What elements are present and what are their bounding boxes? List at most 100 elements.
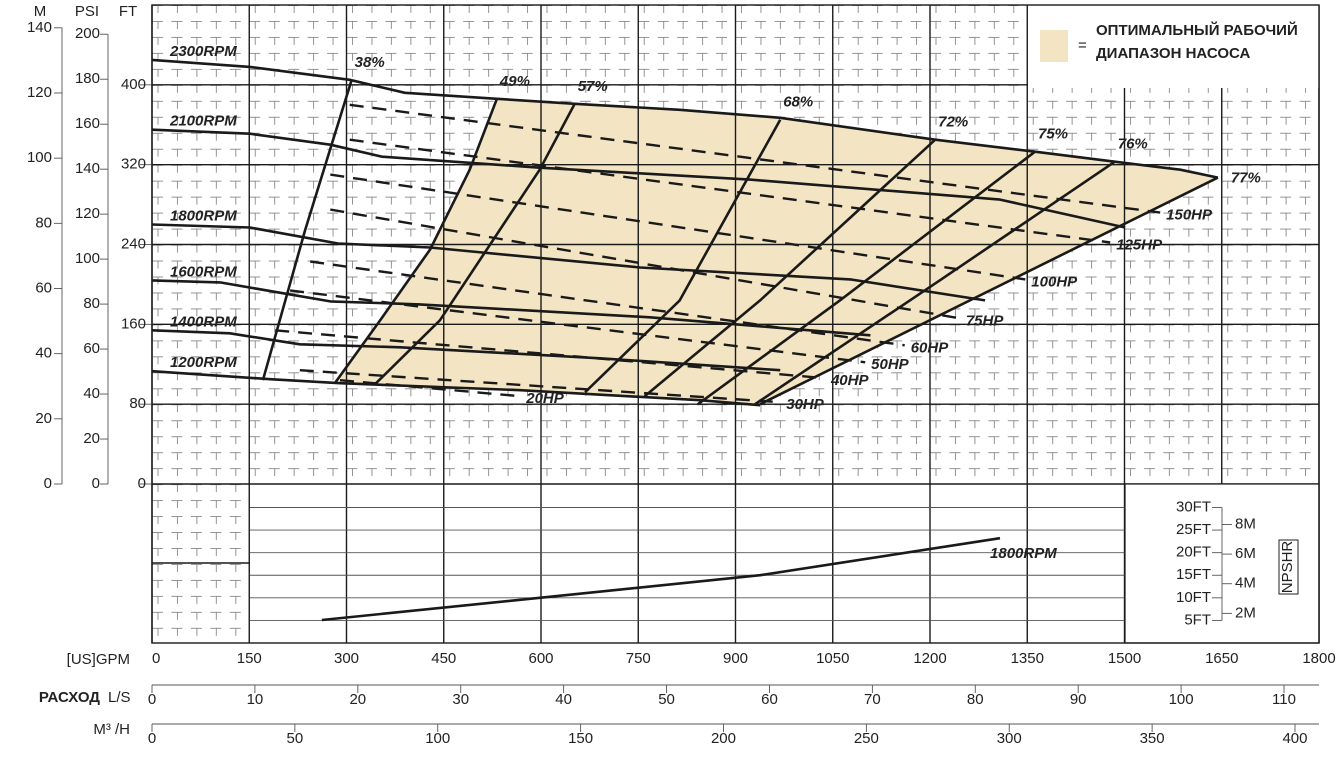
axis-label: M bbox=[34, 3, 47, 20]
plot-border bbox=[151, 4, 1320, 644]
x-tick-label: 30 bbox=[452, 691, 469, 708]
rpm-curve bbox=[151, 128, 1126, 229]
power-label: 60HP bbox=[911, 339, 950, 356]
y-tick-label: 120 bbox=[27, 84, 52, 101]
axis-label: FT bbox=[119, 3, 137, 20]
x-tick-label: 80 bbox=[967, 691, 984, 708]
x-tick-label: 60 bbox=[761, 691, 778, 708]
rpm-label: 1800RPM bbox=[170, 208, 237, 225]
y-tick-label: 80 bbox=[83, 295, 100, 312]
power-label: 75HP bbox=[966, 312, 1005, 329]
y-tick-label: 15FT bbox=[1176, 566, 1211, 583]
axis-label: РАСХОД bbox=[39, 689, 100, 706]
x-tick-label: 1650 bbox=[1205, 650, 1238, 667]
rpm-curve bbox=[151, 329, 781, 372]
npshr-label: NPSHR bbox=[1279, 541, 1296, 594]
y-tick-label: 160 bbox=[75, 115, 100, 132]
y-tick-label: 80 bbox=[129, 395, 146, 412]
x-tick-label: 0 bbox=[148, 691, 156, 708]
efficiency-curve bbox=[333, 98, 499, 384]
x-tick-label: 250 bbox=[854, 730, 879, 747]
power-line bbox=[330, 173, 1026, 281]
x-tick-label: 1050 bbox=[816, 650, 849, 667]
power-line bbox=[330, 208, 961, 320]
power-line bbox=[299, 369, 781, 404]
x-tick-label: 1800 bbox=[1302, 650, 1335, 667]
y-tick-label: 20 bbox=[35, 410, 52, 427]
y-tick-label: 40 bbox=[35, 345, 52, 362]
power-label: 30HP bbox=[786, 396, 825, 413]
legend-text: ОПТИМАЛЬНЫЙ РАБОЧИЙ bbox=[1096, 21, 1298, 39]
x-tick-label: 150 bbox=[237, 650, 262, 667]
y-tick-label: 80 bbox=[35, 214, 52, 231]
y-tick-label: 60 bbox=[35, 279, 52, 296]
y-tick-label: 0 bbox=[138, 475, 146, 492]
efficiency-label: 49% bbox=[499, 73, 530, 90]
y-tick-label: 30FT bbox=[1176, 498, 1211, 515]
y-tick-label: 400 bbox=[121, 76, 146, 93]
power-line bbox=[310, 260, 905, 347]
efficiency-curve bbox=[261, 79, 353, 381]
y-tick-label: 0 bbox=[44, 475, 52, 492]
efficiency-label: 75% bbox=[1038, 126, 1068, 143]
x-tick-label: 0 bbox=[148, 730, 156, 747]
y-tick-label: 20 bbox=[83, 430, 100, 447]
minor-grid bbox=[152, 484, 250, 564]
y-tick-label: 25FT bbox=[1176, 521, 1211, 538]
efficiency-curve bbox=[697, 150, 1036, 406]
x-tick-label: 50 bbox=[287, 730, 304, 747]
y-tick-label: 6M bbox=[1235, 545, 1256, 562]
axis-label: [US]GPM bbox=[67, 651, 130, 668]
x-tick-label: 350 bbox=[1140, 730, 1165, 747]
efficiency-label: 76% bbox=[1118, 136, 1148, 153]
y-tick-label: 100 bbox=[75, 250, 100, 267]
rpm-curve bbox=[151, 279, 871, 337]
y-tick-label: 20FT bbox=[1176, 544, 1211, 561]
rpm-curve bbox=[151, 369, 761, 407]
y-tick-label: 320 bbox=[121, 156, 146, 173]
power-label: 20HP bbox=[525, 390, 565, 407]
y-tick-label: 100 bbox=[27, 149, 52, 166]
y-tick-label: 160 bbox=[121, 315, 146, 332]
legend-swatch bbox=[1040, 30, 1068, 62]
efficiency-label: 57% bbox=[578, 78, 608, 95]
npshr-curve-label: 1800RPM bbox=[990, 545, 1057, 562]
x-tick-label: 10 bbox=[247, 691, 264, 708]
axis-label: M³ /H bbox=[93, 721, 130, 738]
x-tick-label: 1500 bbox=[1108, 650, 1141, 667]
x-tick-label: 600 bbox=[528, 650, 553, 667]
npshr-curve bbox=[321, 536, 1001, 622]
optimal-region bbox=[335, 99, 1218, 404]
y-tick-label: 200 bbox=[75, 25, 100, 42]
x-tick-label: 40 bbox=[555, 691, 572, 708]
x-tick-label: 20 bbox=[349, 691, 366, 708]
legend-box bbox=[1028, 5, 1319, 88]
x-tick-label: 0 bbox=[152, 650, 160, 667]
y-tick-label: 240 bbox=[121, 235, 146, 252]
x-tick-label: 150 bbox=[568, 730, 593, 747]
y-tick-label: 140 bbox=[75, 160, 100, 177]
efficiency-curve bbox=[759, 176, 1219, 406]
rpm-label: 1600RPM bbox=[170, 263, 237, 280]
power-line bbox=[349, 138, 1111, 244]
y-tick-label: 40 bbox=[83, 385, 100, 402]
rpm-label: 1400RPM bbox=[170, 313, 237, 330]
legend-text: ДИАПАЗОН НАСОСА bbox=[1096, 45, 1250, 62]
legend-symbol: = bbox=[1078, 37, 1087, 54]
y-tick-label: 60 bbox=[83, 340, 100, 357]
x-tick-label: 100 bbox=[425, 730, 450, 747]
efficiency-curve bbox=[584, 119, 782, 394]
efficiency-curve bbox=[643, 138, 937, 398]
axis-label: PSI bbox=[75, 3, 99, 20]
axis-label: L/S bbox=[108, 689, 131, 706]
power-label: 50HP bbox=[871, 356, 910, 373]
x-tick-label: 90 bbox=[1070, 691, 1087, 708]
efficiency-curve bbox=[754, 160, 1116, 406]
y-tick-label: 4M bbox=[1235, 575, 1256, 592]
power-label: 150HP bbox=[1166, 207, 1213, 224]
x-tick-label: 50 bbox=[658, 691, 675, 708]
y-tick-label: 180 bbox=[75, 70, 100, 87]
rpm-label: 1200RPM bbox=[170, 354, 237, 371]
efficiency-label: 77% bbox=[1231, 170, 1261, 187]
